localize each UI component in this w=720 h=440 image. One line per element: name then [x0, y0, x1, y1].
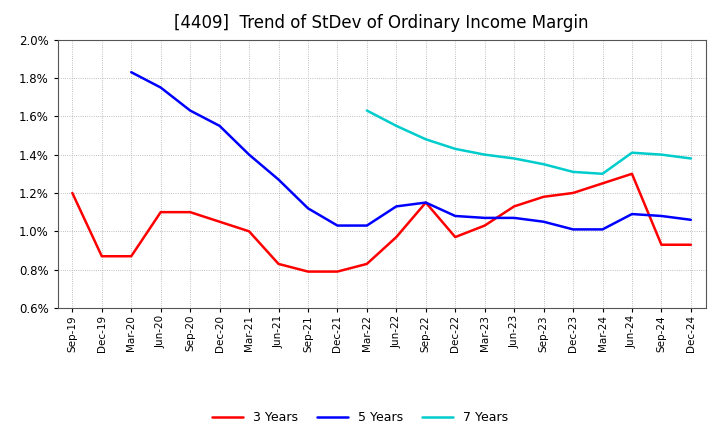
- 3 Years: [156, 209, 165, 215]
- 3 Years: [304, 269, 312, 274]
- 3 Years: [421, 200, 430, 205]
- 3 Years: [539, 194, 548, 199]
- 3 Years: [451, 235, 459, 240]
- 3 Years: [569, 191, 577, 196]
- 5 Years: [687, 217, 696, 223]
- 3 Years: [215, 219, 224, 224]
- Line: 3 Years: 3 Years: [72, 174, 691, 271]
- 3 Years: [392, 235, 400, 240]
- 5 Years: [539, 219, 548, 224]
- Line: 7 Years: 7 Years: [367, 110, 691, 174]
- 3 Years: [480, 223, 489, 228]
- 3 Years: [628, 171, 636, 176]
- 7 Years: [569, 169, 577, 175]
- 7 Years: [363, 108, 372, 113]
- 5 Years: [451, 213, 459, 219]
- 7 Years: [657, 152, 666, 157]
- 5 Years: [156, 85, 165, 90]
- 5 Years: [363, 223, 372, 228]
- Title: [4409]  Trend of StDev of Ordinary Income Margin: [4409] Trend of StDev of Ordinary Income…: [174, 15, 589, 33]
- 7 Years: [539, 161, 548, 167]
- 3 Years: [127, 253, 135, 259]
- 5 Years: [628, 211, 636, 216]
- 5 Years: [421, 200, 430, 205]
- 5 Years: [480, 215, 489, 220]
- 3 Years: [186, 209, 194, 215]
- 7 Years: [392, 123, 400, 128]
- 7 Years: [480, 152, 489, 157]
- 5 Years: [510, 215, 518, 220]
- 3 Years: [97, 253, 106, 259]
- 3 Years: [363, 261, 372, 267]
- 5 Years: [569, 227, 577, 232]
- 3 Years: [245, 229, 253, 234]
- 7 Years: [628, 150, 636, 155]
- 5 Years: [304, 205, 312, 211]
- 5 Years: [657, 213, 666, 219]
- 5 Years: [598, 227, 607, 232]
- 3 Years: [274, 261, 283, 267]
- 3 Years: [598, 181, 607, 186]
- 7 Years: [687, 156, 696, 161]
- 5 Years: [274, 177, 283, 182]
- 5 Years: [392, 204, 400, 209]
- 5 Years: [127, 70, 135, 75]
- 5 Years: [333, 223, 342, 228]
- 7 Years: [598, 171, 607, 176]
- 3 Years: [510, 204, 518, 209]
- 7 Years: [510, 156, 518, 161]
- 5 Years: [245, 152, 253, 157]
- 3 Years: [68, 191, 76, 196]
- 7 Years: [451, 146, 459, 151]
- Line: 5 Years: 5 Years: [131, 72, 691, 229]
- Legend: 3 Years, 5 Years, 7 Years: 3 Years, 5 Years, 7 Years: [207, 407, 513, 429]
- 5 Years: [215, 123, 224, 128]
- 7 Years: [421, 137, 430, 142]
- 3 Years: [687, 242, 696, 247]
- 3 Years: [657, 242, 666, 247]
- 5 Years: [186, 108, 194, 113]
- 3 Years: [333, 269, 342, 274]
